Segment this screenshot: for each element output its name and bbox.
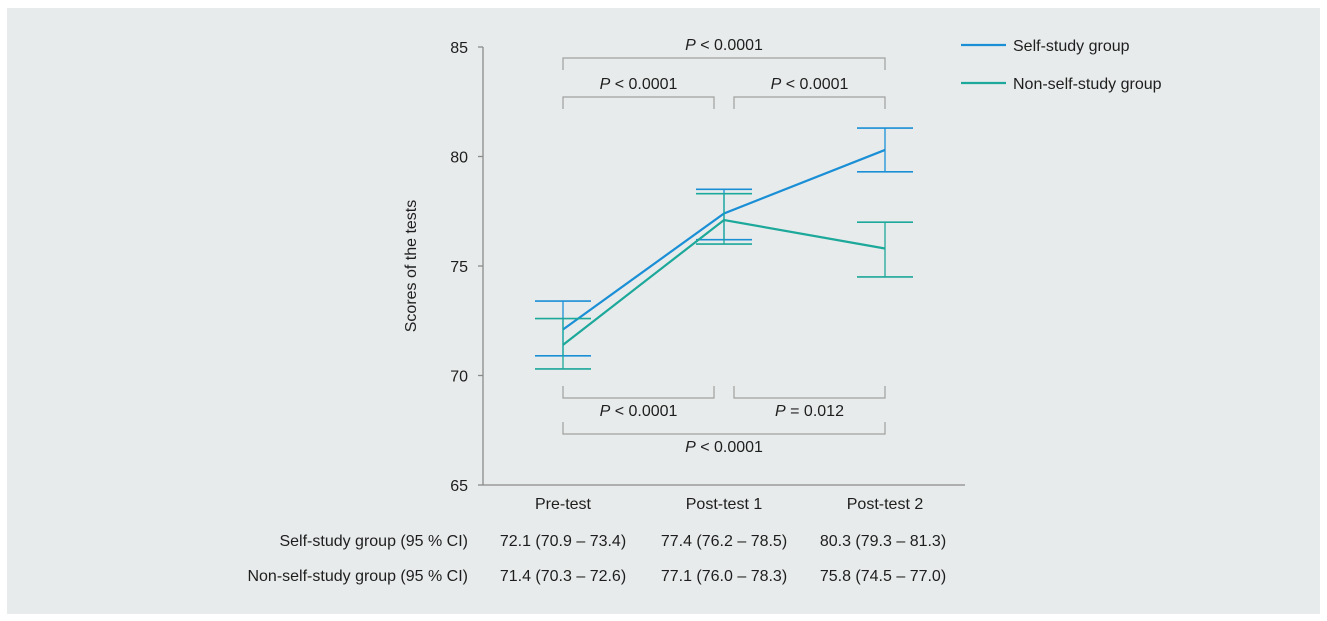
table-cell: 75.8 (74.5 – 77.0) <box>820 568 946 585</box>
x-tick-label: Pre-test <box>535 496 592 513</box>
table-cell: 80.3 (79.3 – 81.3) <box>820 533 946 550</box>
table-cell: 77.4 (76.2 – 78.5) <box>661 533 787 550</box>
y-tick-label: 75 <box>450 259 468 276</box>
p-value-label: P < 0.0001 <box>600 76 678 93</box>
table-row-label: Non-self-study group (95 % CI) <box>247 568 468 585</box>
table-row-label: Self-study group (95 % CI) <box>279 533 468 550</box>
significance-bracket <box>733 386 886 399</box>
p-value-label: P < 0.0001 <box>771 76 849 93</box>
p-value-label: P < 0.0001 <box>685 37 763 54</box>
y-tick-label: 80 <box>450 150 468 167</box>
y-tick-label: 85 <box>450 40 468 57</box>
p-value-label: P < 0.0001 <box>600 403 678 420</box>
x-tick-label: Post-test 1 <box>686 496 763 513</box>
significance-bracket <box>562 57 886 70</box>
significance-bracket <box>562 422 886 435</box>
legend-label: Self-study group <box>1013 38 1130 55</box>
x-tick-label: Post-test 2 <box>847 496 924 513</box>
table-cell: 72.1 (70.9 – 73.4) <box>500 533 626 550</box>
significance-bracket <box>733 96 886 109</box>
chart-background <box>7 8 1320 614</box>
p-value-label: P = 0.012 <box>775 403 844 420</box>
p-value-label: P < 0.0001 <box>685 439 763 456</box>
table-cell: 77.1 (76.0 – 78.3) <box>661 568 787 585</box>
table-cell: 71.4 (70.3 – 72.6) <box>500 568 626 585</box>
y-tick-label: 70 <box>450 369 468 386</box>
legend-label: Non-self-study group <box>1013 76 1162 93</box>
y-axis-title: Scores of the tests <box>403 200 420 333</box>
significance-bracket <box>562 96 715 109</box>
y-tick-label: 65 <box>450 478 468 495</box>
significance-bracket <box>562 386 715 399</box>
